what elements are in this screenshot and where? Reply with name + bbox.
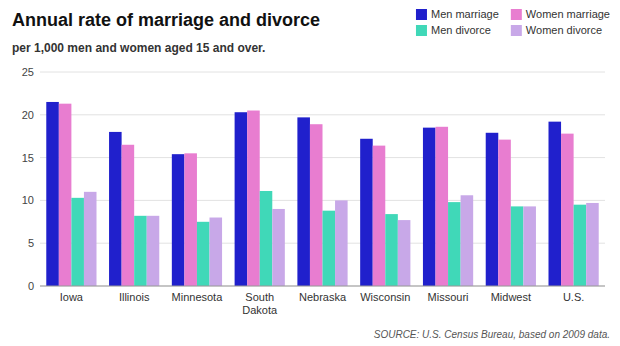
x-tick-label: Illinois [119,291,150,303]
x-tick-label: Midwest [491,291,531,303]
x-tick-label: Wisconsin [360,291,410,303]
title: Annual rate of marriage and divorce [12,10,320,30]
bar [84,192,97,286]
bar [561,134,574,286]
bar [197,222,210,286]
legend-item: Women marriage [511,8,610,20]
bar [385,214,398,286]
grid-line [40,114,605,115]
x-tick-label: SouthDakota [242,291,278,316]
bar [59,104,72,286]
subtitle: per 1,000 men and women aged 15 and over… [12,41,265,55]
x-tick-label: Iowa [60,291,84,303]
legend-swatch [511,9,522,20]
legend-item: Women divorce [511,24,602,36]
bar [373,146,386,286]
grid-line [40,72,605,73]
bar [235,112,248,286]
legend-label: Men marriage [431,8,499,20]
bar [498,140,511,286]
bar [398,220,411,286]
x-tick-label: Nebraska [299,291,347,303]
bar [586,203,599,286]
y-tick-label: 0 [28,280,34,292]
bar [448,202,461,286]
bar [247,111,260,286]
legend-label: Men divorce [431,24,491,36]
x-tick-label: Missouri [428,291,469,303]
legend-item: Men divorce [416,24,491,36]
bar [210,218,223,286]
bar [122,145,135,286]
annotation: SOURCE: U.S. Census Bureau, based on 200… [374,329,610,340]
bars [46,102,598,286]
bar [310,124,323,286]
bar [134,216,147,286]
bar [297,117,310,286]
bar [549,122,562,286]
legend-label: Women divorce [526,24,602,36]
y-tick-label: 5 [28,237,34,249]
y-tick-label: 10 [22,194,34,206]
bar [272,209,285,286]
bar [323,211,336,286]
x-tick-label: U.S. [563,291,584,303]
bar [461,195,474,286]
x-axis-line [40,286,605,287]
chart: Annual rate of marriage and divorce per 1… [0,0,620,346]
x-tick-label: Minnesota [172,291,224,303]
bar [511,206,524,286]
legend-item: Men marriage [416,8,499,20]
bar [423,128,436,286]
bar [147,216,160,286]
bar [71,198,84,286]
bar [360,139,373,286]
legend-swatch [416,9,427,20]
grid-line [40,286,605,287]
y-tick-label: 20 [22,109,34,121]
legend: Men marriage Women marriage Men divorce Wom… [416,8,610,36]
bar [523,206,536,286]
bar [486,133,499,286]
bar [436,127,449,286]
y-tick-label: 25 [22,66,34,78]
y-tick-label: 15 [22,152,34,164]
bar [574,205,587,286]
bar [109,132,122,286]
bar [172,154,185,286]
grid [40,72,605,286]
legend-swatch [511,25,522,36]
legend-swatch [416,25,427,36]
bar [46,102,59,286]
bar [184,153,197,286]
bar [260,191,273,286]
legend-label: Women marriage [526,8,610,20]
bar [335,200,348,286]
